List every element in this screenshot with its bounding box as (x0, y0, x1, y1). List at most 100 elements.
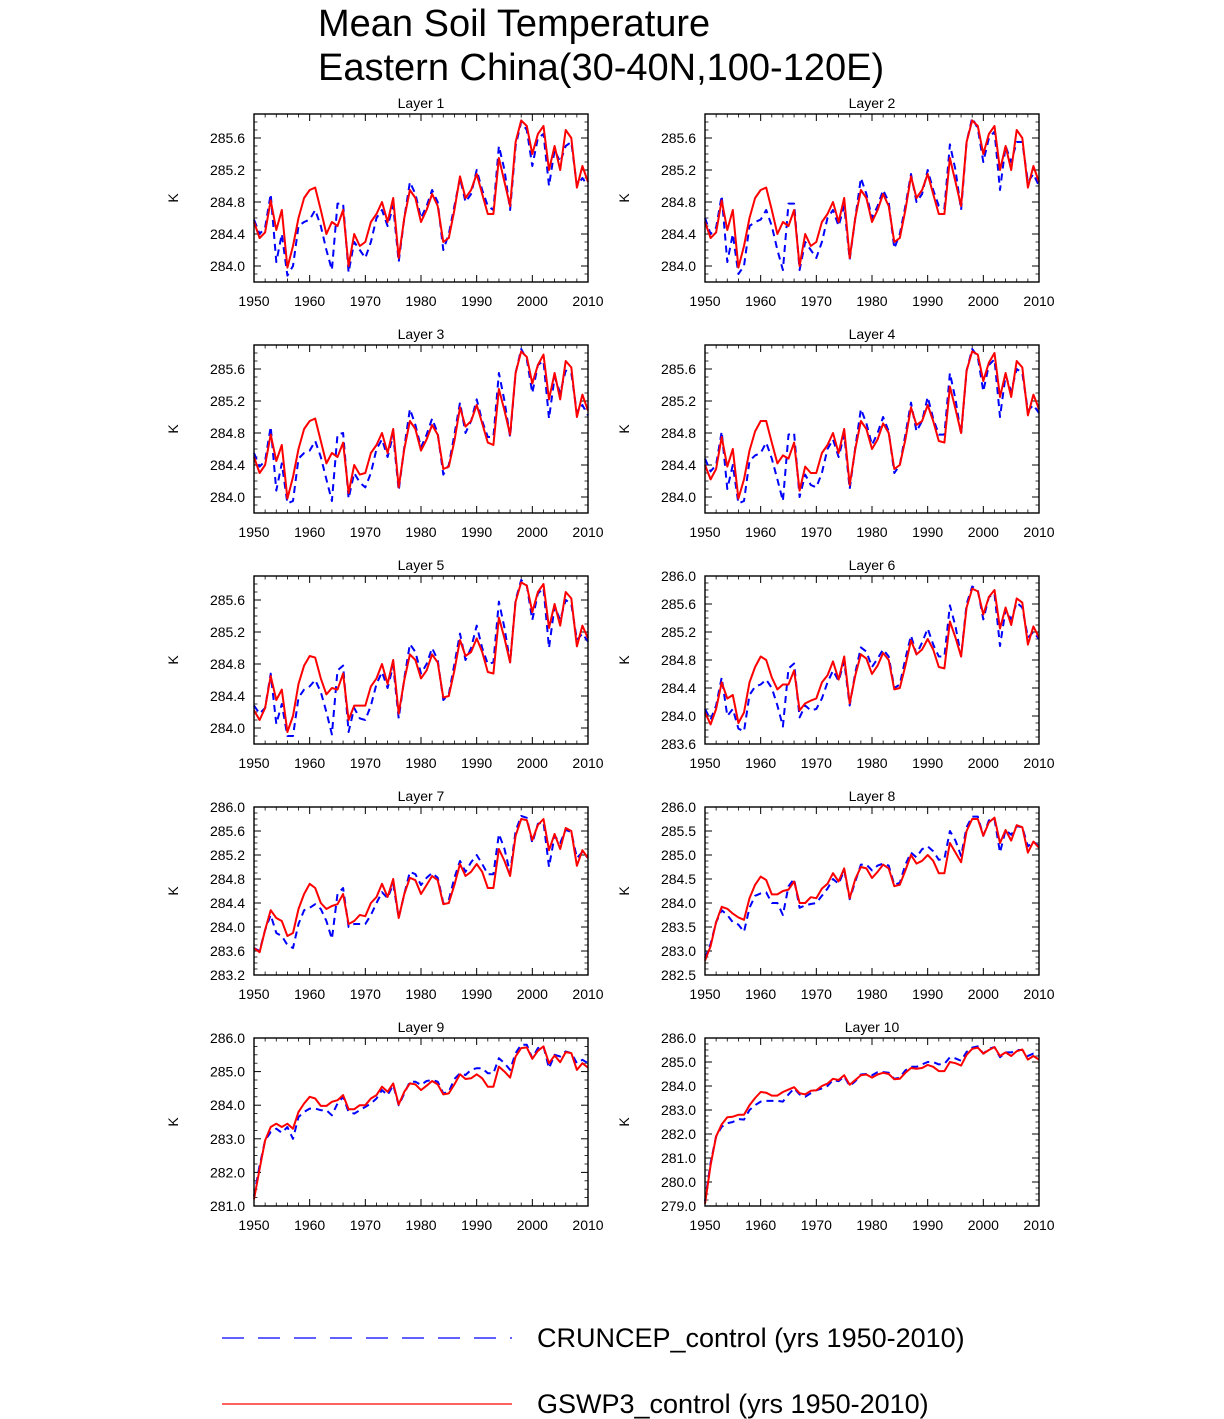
x-tick-label: 1950 (238, 524, 269, 540)
x-tick-label: 2000 (968, 524, 999, 540)
y-tick-label: 286.0 (661, 799, 696, 815)
x-tick-label: 1950 (238, 293, 269, 309)
y-tick-label: 285.6 (661, 130, 696, 146)
y-axis-label: K (165, 655, 181, 665)
x-tick-label: 1990 (461, 1217, 492, 1233)
y-tick-label: 283.5 (661, 919, 696, 935)
x-tick-label: 1980 (405, 986, 436, 1002)
y-axis-label: K (616, 193, 632, 203)
x-tick-label: 2000 (517, 524, 548, 540)
figure-title: Mean Soil Temperature Eastern China(30-4… (318, 2, 884, 90)
y-tick-label: 285.2 (661, 624, 696, 640)
y-axis-label: K (616, 886, 632, 896)
panel-title: Layer 5 (398, 557, 445, 573)
series-line-cruncep-control (253, 579, 589, 737)
x-tick-label: 1970 (350, 1217, 381, 1233)
series-line-cruncep-control (253, 121, 589, 277)
x-tick-label: 2010 (1023, 1217, 1054, 1233)
x-tick-label: 1950 (689, 1217, 720, 1233)
y-tick-label: 284.0 (210, 258, 245, 274)
x-tick-label: 1970 (801, 1217, 832, 1233)
legend-label-gswp3: GSWP3_control (yrs 1950-2010) (537, 1389, 929, 1419)
series-line-gswp3-control (704, 587, 1040, 726)
y-tick-label: 285.0 (661, 1054, 696, 1070)
y-tick-label: 284.8 (661, 652, 696, 668)
plot-frame (704, 575, 1040, 745)
series-line-gswp3-control (253, 581, 589, 733)
series-line-gswp3-control (704, 119, 1040, 269)
y-axis-label: K (165, 424, 181, 434)
series-line-gswp3-control (253, 1045, 589, 1200)
y-tick-label: 281.0 (661, 1150, 696, 1166)
panel-layer-8: Layer 8 K 1950 1960 1970 1980 1990 2000 2010 282.… (616, 788, 1055, 1002)
y-tick-label: 286.0 (661, 568, 696, 584)
x-tick-label: 1960 (294, 524, 325, 540)
panel-layer-3: Layer 3 K 1950 1960 1970 1980 1990 2000 2010 284.… (165, 326, 604, 540)
x-tick-label: 1950 (689, 293, 720, 309)
y-tick-label: 284.8 (661, 425, 696, 441)
y-axis-label: K (165, 193, 181, 203)
x-tick-label: 2010 (1023, 986, 1054, 1002)
panel-title: Layer 3 (398, 326, 445, 342)
y-tick-label: 284.4 (210, 457, 245, 473)
x-tick-label: 1970 (350, 293, 381, 309)
x-tick-label: 1980 (856, 293, 887, 309)
figure-title-line2: Eastern China(30-40N,100-120E) (318, 47, 885, 89)
y-tick-label: 282.0 (661, 1126, 696, 1142)
x-tick-label: 1960 (745, 986, 776, 1002)
x-tick-label: 1970 (350, 524, 381, 540)
x-tick-label: 2000 (968, 293, 999, 309)
x-tick-label: 2000 (968, 755, 999, 771)
plot-frame (253, 113, 589, 283)
series-line-gswp3-control (704, 350, 1040, 500)
x-tick-label: 1950 (689, 755, 720, 771)
panel-title: Layer 7 (398, 788, 445, 804)
y-tick-label: 286.0 (210, 799, 245, 815)
x-tick-label: 1980 (856, 524, 887, 540)
y-tick-label: 285.2 (210, 624, 245, 640)
x-tick-label: 2000 (968, 986, 999, 1002)
x-tick-label: 1980 (405, 755, 436, 771)
y-tick-label: 284.5 (661, 871, 696, 887)
y-tick-label: 283.2 (210, 967, 245, 983)
panel-title: Layer 1 (398, 95, 445, 111)
panel-layer-10: Layer 10 K 1950 1960 1970 1980 1990 2000 2010 279… (616, 1019, 1055, 1233)
y-tick-label: 284.0 (210, 919, 245, 935)
y-axis-label: K (165, 886, 181, 896)
x-tick-label: 1960 (294, 755, 325, 771)
x-tick-label: 2000 (517, 986, 548, 1002)
x-tick-label: 2010 (1023, 755, 1054, 771)
panel-layer-4: Layer 4 K 1950 1960 1970 1980 1990 2000 2010 284.… (616, 326, 1055, 540)
plot-frame (704, 1037, 1040, 1207)
x-tick-label: 1990 (461, 524, 492, 540)
y-tick-label: 284.0 (210, 720, 245, 736)
y-tick-label: 284.0 (661, 258, 696, 274)
x-tick-label: 2010 (572, 293, 603, 309)
y-axis-label: K (616, 424, 632, 434)
y-tick-label: 285.6 (210, 130, 245, 146)
x-tick-label: 1980 (856, 755, 887, 771)
x-tick-label: 1950 (238, 755, 269, 771)
y-tick-label: 281.0 (210, 1198, 245, 1214)
y-tick-label: 285.6 (210, 823, 245, 839)
x-tick-label: 1990 (912, 293, 943, 309)
y-tick-label: 286.0 (661, 1030, 696, 1046)
plot-frame (253, 344, 589, 514)
y-tick-label: 285.2 (210, 393, 245, 409)
plot-frame (253, 575, 589, 745)
x-tick-label: 1960 (745, 524, 776, 540)
plot-frame (704, 113, 1040, 283)
x-tick-label: 1990 (912, 1217, 943, 1233)
x-tick-label: 1990 (461, 986, 492, 1002)
x-tick-label: 2000 (517, 293, 548, 309)
x-tick-label: 1970 (350, 986, 381, 1002)
y-axis-label: K (616, 1117, 632, 1127)
x-tick-label: 1970 (801, 293, 832, 309)
y-tick-label: 284.4 (210, 226, 245, 242)
y-tick-label: 284.4 (210, 688, 245, 704)
x-tick-label: 2010 (572, 524, 603, 540)
x-tick-label: 2010 (572, 986, 603, 1002)
plot-frame (253, 806, 589, 976)
plot-frame (704, 344, 1040, 514)
series-line-cruncep-control (704, 585, 1040, 733)
